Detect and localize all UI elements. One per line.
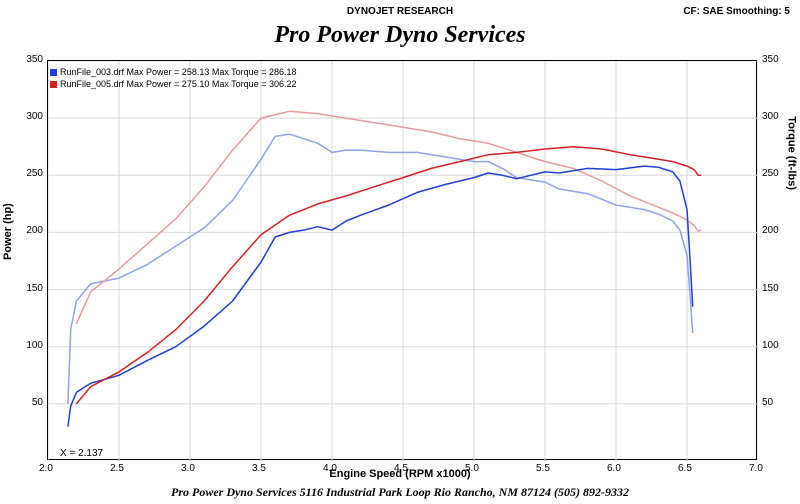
cursor-readout: X = 2.137 — [60, 448, 103, 459]
chart-title: Pro Power Dyno Services — [0, 22, 800, 49]
x-tick-label: 6.0 — [607, 463, 621, 474]
chart-svg — [48, 61, 758, 461]
legend-marker-2 — [50, 81, 57, 88]
y-axis-right-label: Torque (ft-lbs) — [786, 116, 798, 190]
y-axis-left-label: Power (hp) — [2, 203, 14, 260]
x-tick-label: 7.0 — [749, 463, 763, 474]
y-tick-label-left: 250 — [26, 168, 43, 179]
x-tick-label: 3.5 — [252, 463, 266, 474]
y-tick-label-left: 150 — [26, 283, 43, 294]
legend-row-2: RunFile_005.drf Max Power = 275.10 Max T… — [50, 79, 296, 91]
y-tick-label-left: 100 — [26, 340, 43, 351]
x-tick-label: 3.0 — [181, 463, 195, 474]
footer-text: Pro Power Dyno Services 5116 Industrial … — [0, 485, 800, 500]
y-tick-label-right: 100 — [762, 340, 779, 351]
y-tick-label-right: 250 — [762, 168, 779, 179]
legend-text-2: RunFile_005.drf Max Power = 275.10 Max T… — [60, 79, 296, 89]
chart-area — [47, 60, 757, 460]
x-tick-label: 6.5 — [678, 463, 692, 474]
x-tick-label: 5.5 — [536, 463, 550, 474]
y-tick-label-right: 350 — [762, 54, 779, 65]
x-tick-label: 2.0 — [39, 463, 53, 474]
y-tick-label-right: 300 — [762, 111, 779, 122]
y-tick-label-left: 200 — [26, 225, 43, 236]
legend: RunFile_003.drf Max Power = 258.13 Max T… — [50, 67, 296, 90]
cursor-x-value: 2.137 — [78, 448, 103, 459]
x-tick-label: 5.0 — [465, 463, 479, 474]
legend-text-1: RunFile_003.drf Max Power = 258.13 Max T… — [60, 67, 296, 77]
y-tick-label-right: 200 — [762, 225, 779, 236]
y-tick-label-right: 150 — [762, 283, 779, 294]
x-tick-label: 2.5 — [110, 463, 124, 474]
header-center: DYNOJET RESEARCH — [0, 6, 800, 17]
x-tick-label: 4.5 — [394, 463, 408, 474]
y-tick-label-left: 300 — [26, 111, 43, 122]
y-tick-label-left: 50 — [32, 397, 43, 408]
legend-row-1: RunFile_003.drf Max Power = 258.13 Max T… — [50, 67, 296, 79]
y-tick-label-right: 50 — [762, 397, 773, 408]
legend-marker-1 — [50, 69, 57, 76]
x-tick-label: 4.0 — [323, 463, 337, 474]
y-tick-label-left: 350 — [26, 54, 43, 65]
header-right: CF: SAE Smoothing: 5 — [683, 6, 790, 17]
